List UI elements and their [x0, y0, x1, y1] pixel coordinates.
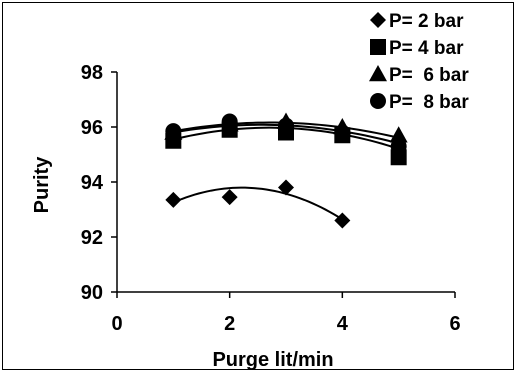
- legend-triangle-label: P= 6 bar: [389, 65, 469, 86]
- legend-square-marker: [370, 39, 386, 55]
- data-markers: [164, 112, 408, 229]
- point-circle-3: [278, 117, 294, 134]
- legend-triangle-marker: [369, 65, 387, 82]
- x-tick-label: 2: [224, 313, 235, 335]
- point-square-5: [390, 149, 407, 166]
- chart-frame: [2, 2, 514, 370]
- y-tick-label: 92: [81, 227, 103, 249]
- y-tick-label: 98: [81, 62, 103, 84]
- x-tick-label: 4: [337, 313, 349, 335]
- y-tick-label: 90: [81, 282, 103, 304]
- point-diamond-4: [334, 212, 351, 229]
- point-diamond-2: [221, 189, 238, 206]
- x-tick-label: 0: [111, 313, 122, 335]
- x-tick-label: 6: [449, 313, 460, 335]
- point-triangle-5: [389, 126, 408, 143]
- point-diamond-3: [278, 179, 294, 196]
- y-tick-label: 96: [81, 117, 103, 139]
- legend-diamond-label: P= 2 bar: [389, 11, 464, 32]
- point-circle-2: [221, 113, 238, 130]
- axes: 90 92 94 96 98 0 2 4 6 Purge lit/min Purity: [31, 62, 461, 371]
- x-axis-title: Purge lit/min: [212, 349, 333, 371]
- legend-square-label: P= 4 bar: [389, 38, 464, 59]
- legend: P= 2 bar P= 4 bar P= 6 bar P= 8 bar: [369, 11, 469, 113]
- legend-circle-label: P= 8 bar: [389, 92, 469, 113]
- point-circle-4: [334, 124, 351, 141]
- point-circle-5: [390, 138, 407, 155]
- legend-diamond-marker: [370, 12, 386, 28]
- legend-circle-marker: [370, 93, 386, 109]
- y-axis-title: Purity: [31, 156, 53, 214]
- trendline-diamond-series: [172, 186, 343, 221]
- y-tick-label: 94: [81, 172, 104, 194]
- point-circle-1: [165, 123, 182, 140]
- point-diamond-1: [165, 191, 182, 208]
